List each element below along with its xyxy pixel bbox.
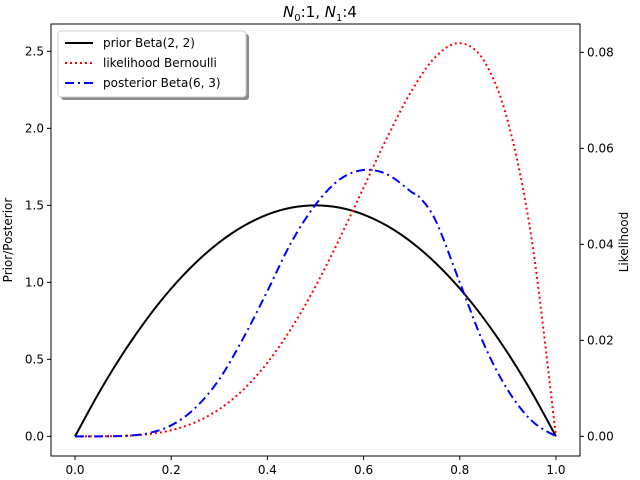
x-tick-label: 0.6 [354,463,373,477]
legend-box [57,30,247,98]
y-tick-label-left: 1.5 [25,198,44,212]
y-tick-label-right: 0.08 [587,45,614,59]
series-line-likelihood [75,42,557,438]
series-line-posterior [75,168,557,438]
legend-label-prior: prior Beta(2, 2) [103,36,195,50]
y-tick-label-right: 0.00 [587,429,614,443]
legend-label-likelihood: likelihood Bernoulli [103,56,217,70]
title-n0: N [283,3,294,21]
y-tick-label-left: 0.0 [25,429,44,443]
title-sub0: 0 [294,13,300,24]
y-tick-label-left: 2.0 [25,121,44,135]
y-tick-label-left: 0.5 [25,352,44,366]
y-tick-label-left: 2.5 [25,44,44,58]
y-tick-label-right: 0.02 [587,333,614,347]
y-tick-label-left: 1.0 [25,275,44,289]
y-tick-label-right: 0.06 [587,141,614,155]
x-tick-label: 1.0 [546,463,565,477]
x-tick-label: 0.4 [258,463,277,477]
plot-frame [50,23,581,457]
y-axis-label-left: Prior/Posterior [1,198,15,283]
plot-area [74,42,557,438]
legend-label-posterior: posterior Beta(6, 3) [103,76,221,90]
x-tick-label: 0.8 [450,463,469,477]
title-n1: N [325,3,336,21]
y-tick-label-right: 0.04 [587,237,614,251]
y-axis-label-right: Likelihood [617,212,631,273]
title-mid: :1, [301,3,325,21]
axis-ticks: 0.0 0.2 0.4 0.6 0.8 1.0 0.0 0.5 1.0 1.5 2.0 2.5 0.00… [25,44,614,477]
title-sub1: 1 [336,13,342,24]
x-tick-label: 0.0 [65,463,84,477]
title-suffix: :4 [342,3,357,21]
x-tick-label: 0.2 [162,463,181,477]
chart-title: N0:1, N1:4 [283,3,357,24]
legend: prior Beta(2, 2) likelihood Bernoulli po… [57,30,249,100]
